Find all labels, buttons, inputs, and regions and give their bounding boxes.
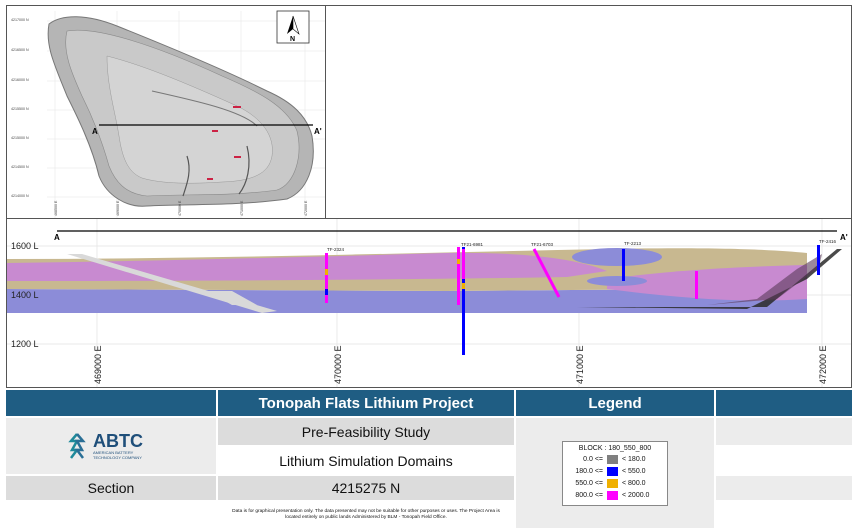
logo-text: ABTC [93,431,143,451]
study-title: Pre-Feasibility Study [218,418,514,445]
legend-swatch [607,479,618,488]
northing-label: 4215500 N [11,107,29,111]
empty-panel [325,5,852,219]
section-end-label: A' [314,127,322,136]
drillhole-label: TF-2416 [819,239,837,244]
legend-upper: < 550.0 [622,468,646,475]
northing-label: 4217000 N [11,18,29,22]
cross-section-panel: A A' [6,218,852,388]
easting-label: 471000 E [240,200,244,216]
section-value: 4215275 N [218,476,514,500]
legend-cell: BLOCK : 180_550_800 0.0 <= < 180.0 180.0 <… [516,418,714,528]
abtc-logo-icon [68,433,86,459]
legend-lower: 800.0 <= [575,492,603,499]
legend-box: BLOCK : 180_550_800 0.0 <= < 180.0 180.0 <… [562,440,668,506]
legend-item: 180.0 <= < 550.0 [567,466,663,478]
plan-map-panel: A A' 4217000 N 4216500 N 4216000 N 42155… [6,5,326,219]
section-label: Section [6,476,216,500]
northing-label: 4216500 N [11,48,29,52]
domain-model [7,248,842,313]
easting-label: 468500 E [54,200,58,216]
drillhole-label: TF-2213 [624,241,642,246]
legend-item: 800.0 <= < 2000.0 [567,490,663,502]
elevation-label: 1200 L [11,339,39,349]
legend-header: Legend [516,390,714,416]
legend-title: BLOCK : 180_550_800 [578,444,652,452]
easting-label: 472000 E [818,345,828,384]
blank-cell [716,476,852,500]
northing-label: 4214500 N [11,165,29,169]
project-title: Tonopah Flats Lithium Project [218,390,514,416]
legend-upper: < 180.0 [622,456,646,463]
blank-cell [716,447,852,474]
easting-label: 469000 E [116,200,120,216]
header-blank-right [716,390,852,416]
legend-item: 550.0 <= < 800.0 [567,478,663,490]
elevation-label: 1600 L [11,241,39,251]
drillhole-trace [817,245,820,275]
section-start-label: A [54,233,60,242]
legend-swatch [607,455,618,464]
legend-lower: 0.0 <= [583,456,603,463]
logo-cell: ABTC AMERICAN BATTERY TECHNOLOGY COMPANY [6,418,216,474]
northing-label: 4216000 N [11,78,29,82]
title-block: Tonopah Flats Lithium Project Legend ABT… [6,390,852,528]
header-blank [6,390,216,416]
logo-subtext: AMERICAN BATTERY TECHNOLOGY COMPANY [93,450,142,460]
drillholes [325,245,820,355]
legend-upper: < 800.0 [622,480,646,487]
drillhole-label: TF-2324 [327,247,345,252]
easting-label: 472000 E [304,200,308,216]
northing-label: 4214000 N [11,194,29,198]
drillhole-label: TF21-6981 [461,242,484,247]
drillhole-label: TF21-6703 [531,242,554,247]
north-arrow-icon: N [276,10,310,44]
drillhole-trace [532,248,561,298]
legend-swatch [607,467,618,476]
section-end-label: A' [840,233,848,242]
legend-swatch [607,491,618,500]
section-start-label: A [92,127,98,136]
blank-cell [716,418,852,445]
elevation-label: 1400 L [11,290,39,300]
cross-section: A A' [7,219,851,387]
disclaimer: Data is for graphical presentation only.… [218,501,514,528]
easting-label: 471000 E [575,345,585,384]
easting-label: 470000 E [333,345,343,384]
drillhole-trace [457,247,465,355]
legend-lower: 180.0 <= [575,468,603,475]
plan-map: A A' 4217000 N 4216500 N 4216000 N 42155… [11,10,325,218]
easting-label: 469000 E [93,345,103,384]
domain-title: Lithium Simulation Domains [218,447,514,474]
northing-label: 4215000 N [11,136,29,140]
legend-item: 0.0 <= < 180.0 [567,454,663,466]
legend-upper: < 2000.0 [622,492,650,499]
drillhole-trace [325,253,328,303]
easting-label: 470000 E [178,200,182,216]
drillhole-trace [622,249,625,281]
svg-text:N: N [290,36,295,43]
legend-lower: 550.0 <= [575,480,603,487]
drillhole-trace [695,271,698,299]
